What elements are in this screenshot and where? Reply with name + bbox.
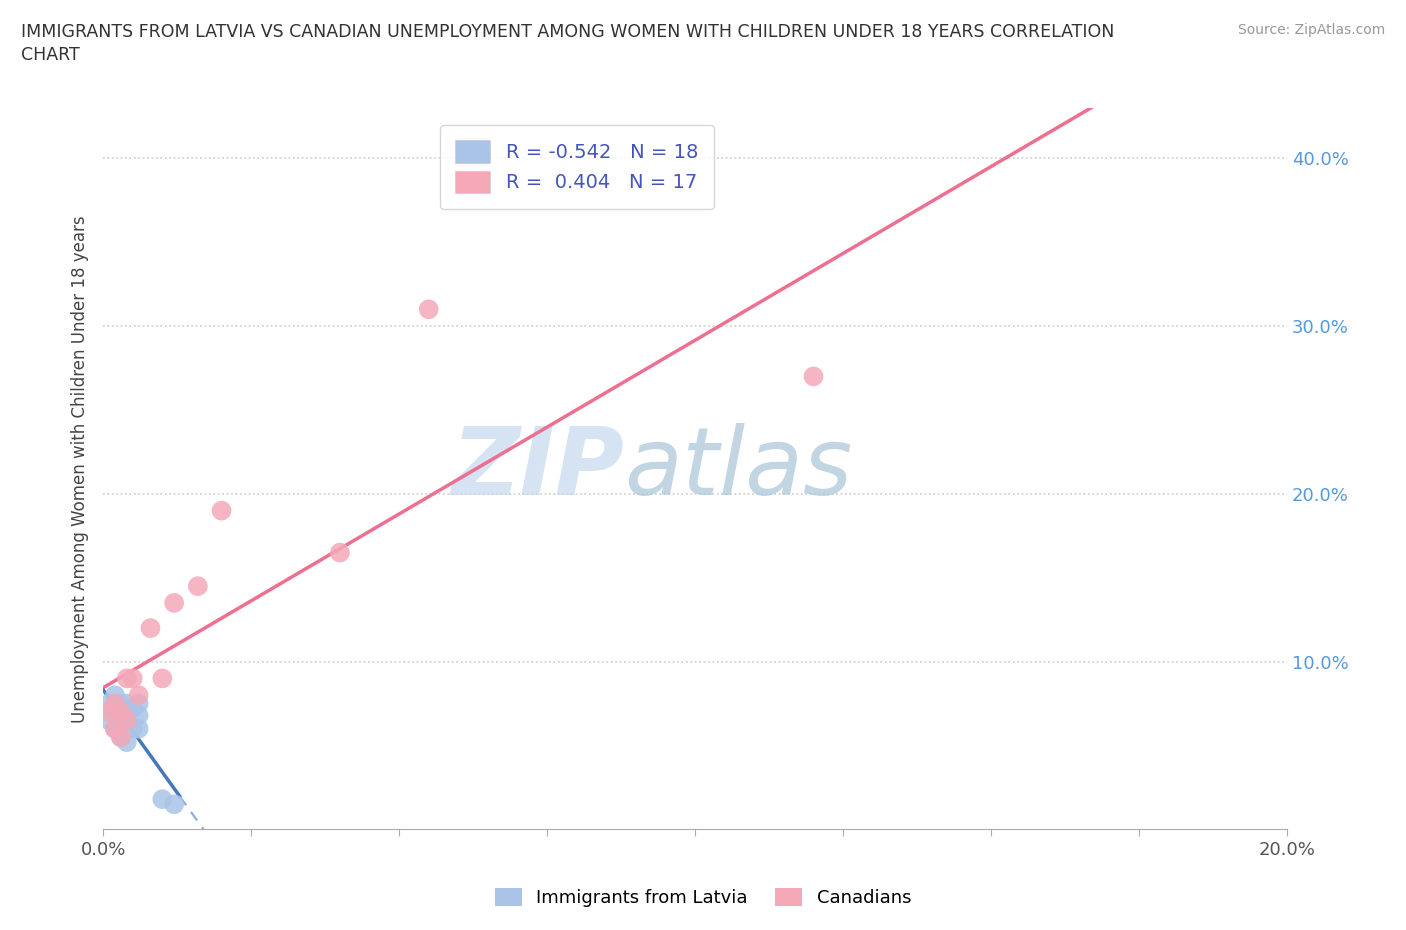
Legend: Immigrants from Latvia, Canadians: Immigrants from Latvia, Canadians [486, 879, 920, 916]
Point [150, 671, 173, 685]
Point [128, 722, 150, 737]
Point [98, 705, 121, 720]
Point [115, 713, 138, 728]
Point [128, 697, 150, 711]
Point [104, 688, 127, 703]
Point [139, 620, 162, 635]
Text: IMMIGRANTS FROM LATVIA VS CANADIAN UNEMPLOYMENT AMONG WOMEN WITH CHILDREN UNDER : IMMIGRANTS FROM LATVIA VS CANADIAN UNEMP… [21, 23, 1115, 41]
Point [115, 697, 138, 711]
Point [104, 701, 127, 716]
Text: atlas: atlas [624, 423, 852, 514]
Point [104, 697, 127, 711]
Point [803, 369, 825, 384]
Point [104, 722, 127, 737]
Point [121, 722, 143, 737]
Text: Source: ZipAtlas.com: Source: ZipAtlas.com [1237, 23, 1385, 37]
Point [121, 701, 143, 716]
Point [163, 595, 186, 610]
Y-axis label: Unemployment Among Women with Children Under 18 years: Unemployment Among Women with Children U… [72, 215, 89, 723]
Point [211, 503, 233, 518]
Point [110, 697, 132, 711]
Point [115, 735, 138, 750]
Point [121, 671, 143, 685]
Text: ZIP: ZIP [451, 423, 624, 514]
Point [418, 302, 440, 317]
Point [187, 578, 209, 593]
Point [110, 705, 132, 720]
Point [110, 730, 132, 745]
Point [110, 708, 132, 723]
Point [128, 708, 150, 723]
Point [163, 797, 186, 812]
Point [128, 688, 150, 703]
Point [104, 722, 127, 737]
Point [98, 697, 121, 711]
Point [150, 791, 173, 806]
Point [329, 545, 352, 560]
Legend: R = -0.542   N = 18, R =  0.404   N = 17: R = -0.542 N = 18, R = 0.404 N = 17 [440, 125, 714, 208]
Point [115, 671, 138, 685]
Point [110, 730, 132, 745]
Text: CHART: CHART [21, 46, 80, 64]
Point [115, 713, 138, 728]
Point [98, 713, 121, 728]
